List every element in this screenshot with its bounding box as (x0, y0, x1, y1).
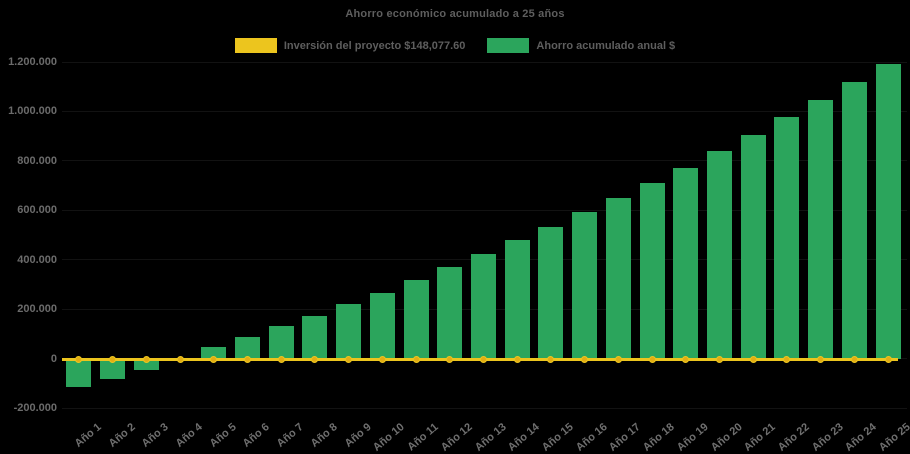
bar-año-9 (336, 304, 362, 359)
bar-año-8 (302, 315, 328, 359)
bar-año-18 (639, 183, 665, 359)
gridline (62, 110, 907, 112)
y-tick-label: 400.000 (17, 253, 57, 266)
gridline (62, 160, 907, 162)
bar-año-6 (234, 337, 260, 359)
investment-marker (446, 356, 454, 364)
bar-año-24 (841, 82, 867, 359)
bar-año-5 (201, 347, 227, 359)
investment-marker (614, 356, 622, 364)
investment-marker (378, 356, 386, 364)
y-tick-label: 200.000 (17, 303, 57, 316)
bar-año-12 (437, 267, 463, 359)
y-tick-label: -200.000 (13, 402, 57, 414)
y-tick-label: 800.000 (17, 154, 57, 167)
investment-marker (749, 356, 757, 364)
y-tick-label: 0 (50, 352, 57, 365)
y-tick-label: 1.200.000 (8, 56, 57, 68)
investment-marker (345, 356, 353, 364)
legend: Inversión del proyecto $148,077.60 Ahorr… (0, 38, 910, 53)
investment-marker (243, 356, 251, 364)
investment-marker (817, 356, 825, 364)
investment-marker (783, 356, 791, 364)
investment-marker (311, 356, 319, 364)
investment-marker (176, 356, 184, 364)
investment-marker (75, 356, 83, 364)
bar-año-14 (504, 240, 530, 359)
gridline (62, 407, 907, 409)
investment-marker (480, 356, 487, 364)
legend-label-investment: Inversión del proyecto $148,077.60 (283, 39, 466, 52)
bar-año-21 (740, 134, 766, 359)
investment-marker (716, 356, 724, 364)
legend-swatch-investment (234, 38, 277, 53)
bar-año-10 (369, 292, 395, 359)
bar-año-20 (707, 151, 733, 359)
investment-marker (884, 356, 892, 364)
bar-año-23 (808, 100, 834, 359)
legend-item-savings: Ahorro acumulado anual $ (487, 38, 675, 53)
investment-marker (210, 356, 218, 364)
investment-marker (581, 356, 589, 364)
investment-marker (277, 356, 285, 364)
bar-año-17 (605, 197, 631, 359)
investment-marker (547, 356, 555, 364)
bar-año-19 (673, 167, 699, 359)
y-tick-label: 1.000.000 (8, 105, 57, 118)
investment-marker (412, 356, 420, 364)
bar-año-22 (774, 117, 800, 359)
chart-title: Ahorro económico acumulado a 25 años (345, 8, 565, 20)
bar-año-2 (100, 358, 126, 379)
legend-label-savings: Ahorro acumulado anual $ (536, 39, 676, 52)
investment-marker (682, 356, 690, 364)
investment-marker (648, 356, 656, 364)
bar-año-1 (66, 358, 92, 387)
investment-marker (850, 356, 858, 364)
bar-año-15 (538, 227, 564, 359)
investment-marker (513, 356, 521, 364)
legend-swatch-savings (487, 38, 530, 53)
y-tick-label: 600.000 (17, 204, 57, 217)
gridline (62, 209, 907, 211)
investment-marker (109, 356, 117, 364)
bar-año-7 (268, 326, 294, 359)
bar-año-3 (133, 358, 159, 370)
legend-item-investment: Inversión del proyecto $148,077.60 (234, 38, 466, 53)
bar-año-16 (572, 211, 598, 359)
investment-marker (142, 356, 150, 364)
bar-año-25 (875, 64, 901, 359)
bar-año-11 (403, 279, 429, 359)
bar-año-13 (471, 254, 496, 359)
gridline (62, 61, 907, 63)
